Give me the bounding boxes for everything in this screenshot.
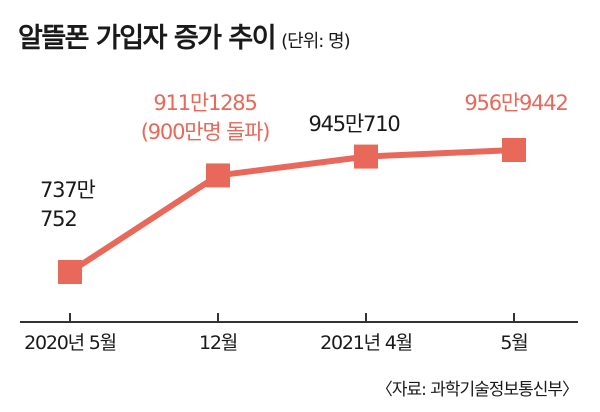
- data-point-0: [58, 260, 82, 284]
- data-label-2: 945만710: [308, 112, 399, 136]
- data-point-3: [502, 138, 526, 162]
- data-label-1-line-1: (900만명 돌파): [141, 120, 269, 144]
- data-label-0-line-0: 737만: [40, 178, 95, 202]
- data-label-1-line-0: 911만1285: [153, 91, 256, 115]
- data-label-2-line-0: 945만710: [308, 112, 399, 136]
- data-point-2: [354, 144, 378, 169]
- data-label-3: 956만9442: [464, 91, 567, 115]
- x-tick-label-1: 12월: [199, 332, 237, 354]
- data-point-1: [206, 163, 230, 188]
- data-label-3-line-0: 956만9442: [464, 91, 567, 115]
- data-label-1: 911만1285 (900만명 돌파): [141, 91, 269, 144]
- x-tick-label-2: 2021년 4월: [320, 332, 412, 354]
- source-label: 〈자료: 과학기술정보통신부〉: [375, 380, 579, 400]
- series-line: [68, 147, 515, 275]
- x-tick-label-3: 5월: [500, 332, 527, 354]
- title-row: 알뜰폰 가입자 증가 추이 (단위: 명): [18, 16, 351, 55]
- chart-title: 알뜰폰 가입자 증가 추이: [18, 23, 277, 54]
- unit-label: (단위: 명): [281, 31, 351, 52]
- x-tick-label-0: 2020년 5월: [24, 332, 116, 354]
- data-label-0: 737만 752: [40, 178, 95, 231]
- data-label-0-line-1: 752: [40, 207, 76, 231]
